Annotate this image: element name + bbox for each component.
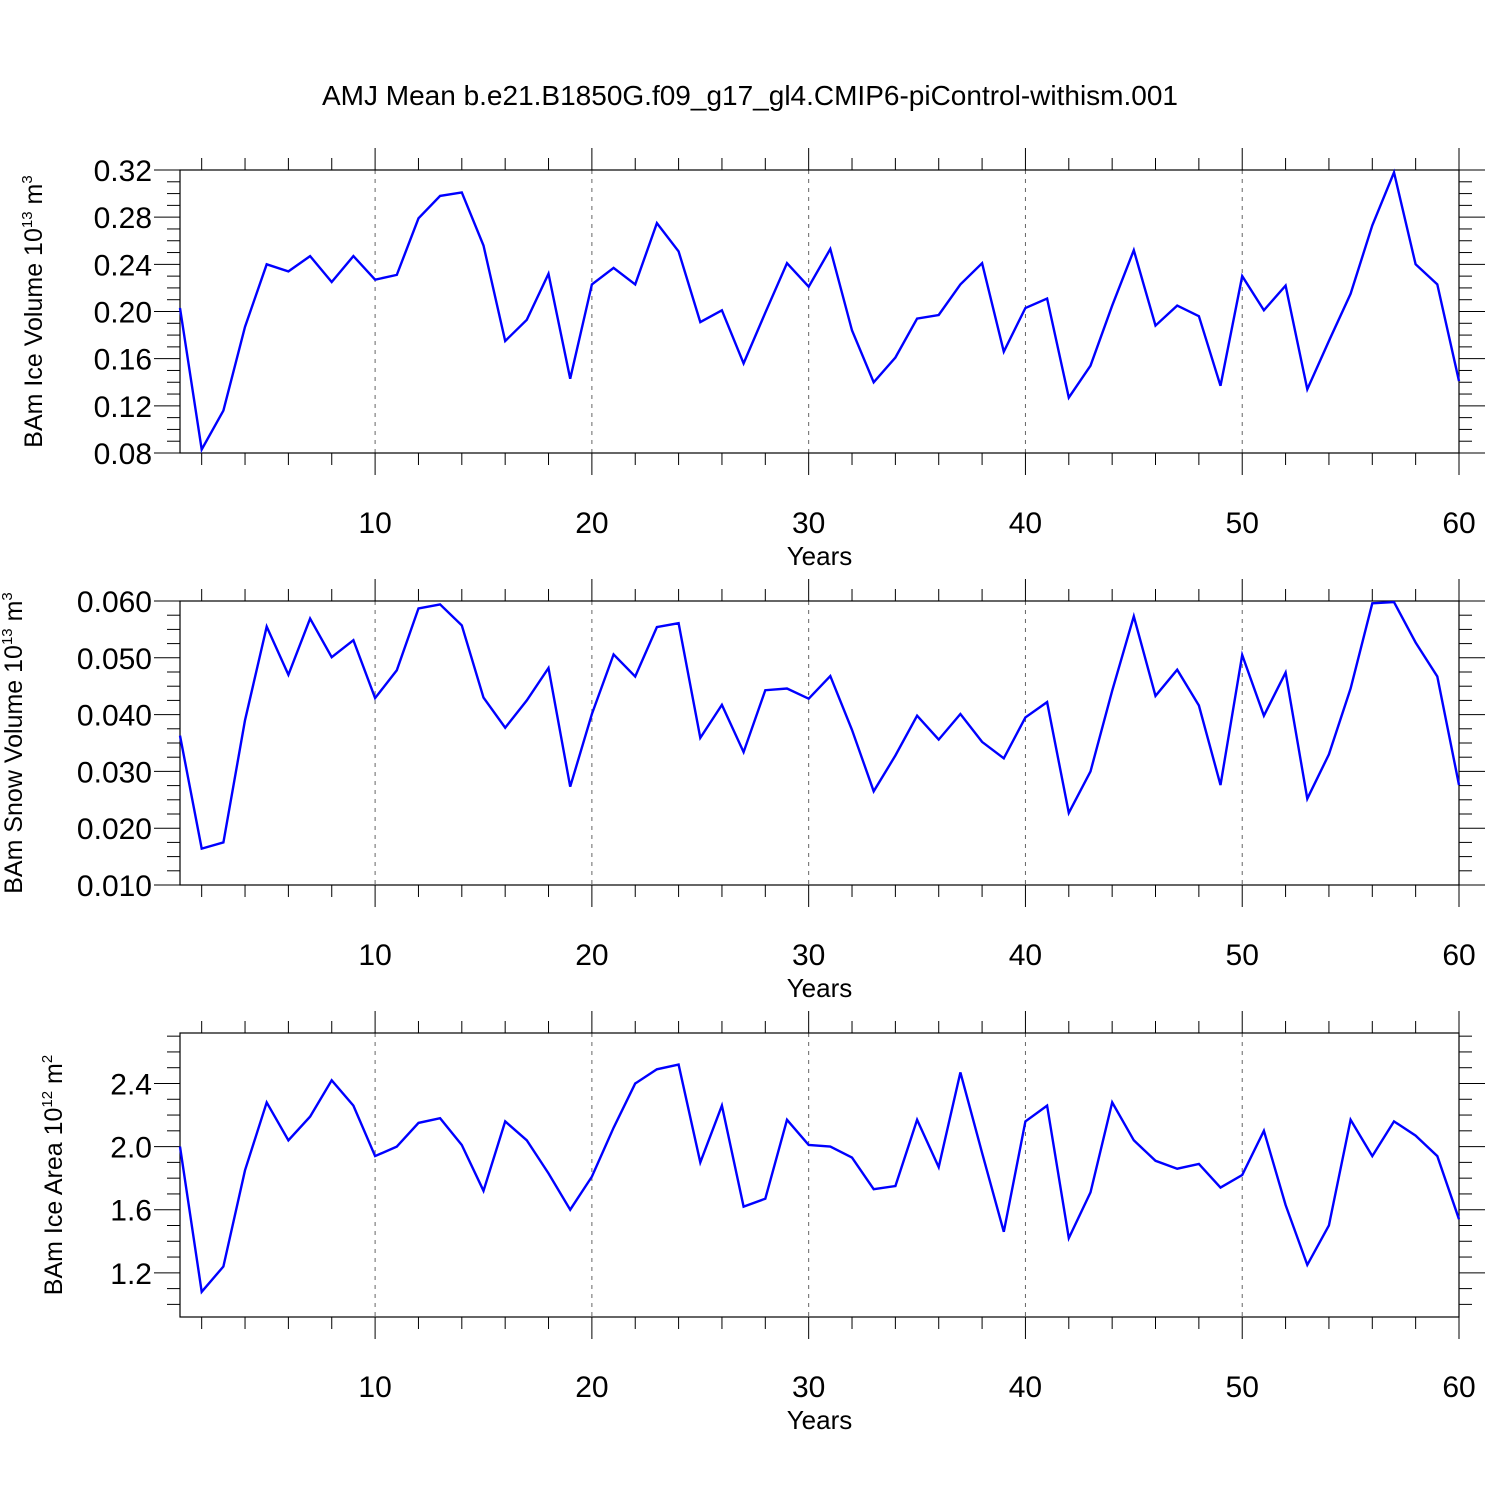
x-tick-label: 10 — [358, 939, 391, 972]
y-tick-label: 2.0 — [110, 1132, 152, 1165]
y-tick-label: 0.16 — [94, 344, 152, 377]
y-axis-label: BAm Ice Area 1012 m2 — [39, 1055, 68, 1295]
x-tick-label: 40 — [1009, 1371, 1042, 1404]
y-tick-label: 1.2 — [110, 1258, 152, 1291]
plot-frame — [179, 600, 1460, 886]
y-tick-label: 2.4 — [110, 1068, 152, 1101]
x-tick-label: 20 — [575, 939, 608, 972]
y-tick-label: 1.6 — [110, 1195, 152, 1228]
plot-frame — [179, 1032, 1460, 1318]
y-tick-label: 0.050 — [77, 643, 152, 676]
y-tick-label: 0.020 — [77, 813, 152, 846]
x-tick-label: 30 — [792, 1371, 825, 1404]
x-tick-label: 20 — [575, 507, 608, 540]
x-tick-label: 50 — [1226, 507, 1259, 540]
x-tick-label: 30 — [792, 507, 825, 540]
x-axis-label: Years — [787, 541, 853, 571]
x-tick-label: 30 — [792, 939, 825, 972]
x-tick-label: 10 — [358, 507, 391, 540]
y-tick-label: 0.32 — [94, 155, 152, 188]
x-tick-label: 60 — [1442, 939, 1475, 972]
x-tick-label: 50 — [1226, 1371, 1259, 1404]
y-tick-label: 0.28 — [94, 202, 152, 235]
plot-frame — [179, 169, 1460, 454]
y-axis-label: BAm Snow Volume 1013 m3 — [0, 592, 28, 894]
x-tick-label: 20 — [575, 1371, 608, 1404]
y-tick-label: 0.010 — [77, 870, 152, 903]
y-tick-label: 0.040 — [77, 700, 152, 733]
page-title: AMJ Mean b.e21.B1850G.f09_g17_gl4.CMIP6-… — [321, 80, 1178, 111]
y-tick-label: 0.20 — [94, 297, 152, 330]
y-tick-label: 0.060 — [77, 586, 152, 619]
y-axis-label: BAm Ice Volume 1013 m3 — [19, 175, 48, 447]
chart-panel-1: 10 20 30 40 50 60 Years 0.08 0.12 0.16 0.20 0.24 0.2… — [19, 148, 1485, 571]
x-tick-label: 60 — [1442, 507, 1475, 540]
x-axis-label: Years — [787, 973, 853, 1003]
series-line — [178, 600, 1461, 851]
y-tick-label: 0.030 — [77, 756, 152, 789]
y-tick-label: 0.12 — [94, 391, 152, 424]
chart-panel-3: 10 20 30 40 50 60 Years 1.2 1.6 2.0 2.4 BAm Ice Are… — [39, 1011, 1485, 1435]
x-tick-label: 60 — [1442, 1371, 1475, 1404]
x-tick-label: 40 — [1009, 939, 1042, 972]
x-tick-label: 40 — [1009, 507, 1042, 540]
x-tick-label: 50 — [1226, 939, 1259, 972]
y-tick-label: 0.08 — [94, 438, 152, 471]
series-line — [178, 1063, 1461, 1295]
chart-panel-2: 10 20 30 40 50 60 Years 0.010 0.020 0.030 0.040 0.0… — [0, 579, 1485, 1003]
x-tick-label: 10 — [358, 1371, 391, 1404]
x-axis-label: Years — [787, 1405, 853, 1435]
series-line — [178, 168, 1461, 454]
y-tick-label: 0.24 — [94, 249, 152, 282]
